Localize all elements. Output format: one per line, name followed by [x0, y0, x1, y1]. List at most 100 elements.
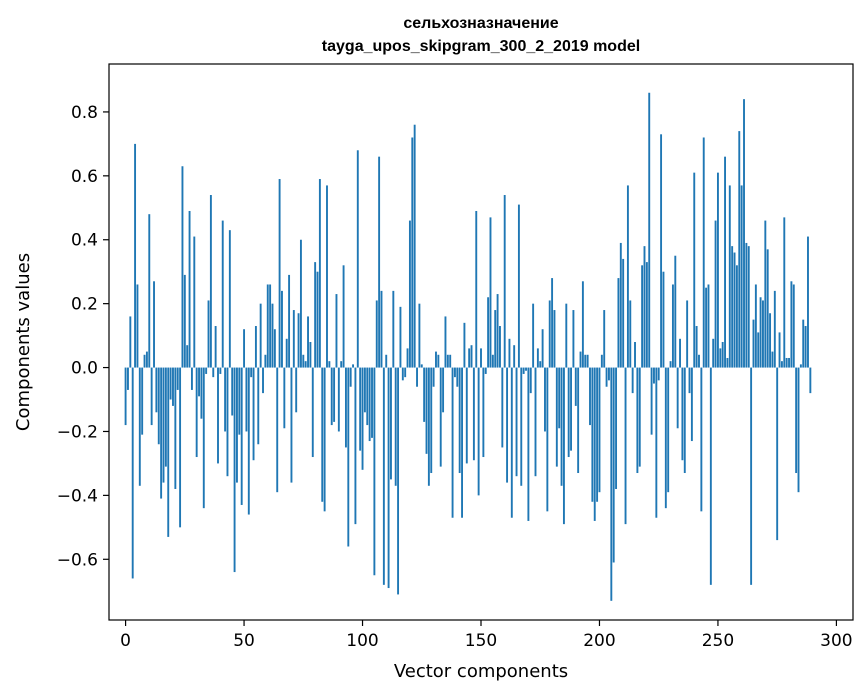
- bar: [316, 271, 319, 368]
- bar: [555, 367, 558, 467]
- bar: [553, 310, 556, 368]
- bar: [790, 281, 793, 368]
- bar: [124, 367, 127, 426]
- bar: [361, 367, 364, 470]
- bar: [795, 367, 798, 474]
- bar: [269, 284, 272, 368]
- bar: [515, 367, 518, 477]
- bar: [503, 195, 506, 368]
- bar: [610, 367, 613, 601]
- bar: [510, 367, 513, 518]
- bar: [477, 367, 480, 496]
- bar: [653, 367, 655, 384]
- bar: [297, 313, 300, 368]
- y-axis-label: Components values: [13, 253, 34, 431]
- bar: [764, 220, 767, 368]
- y-axis-ticks: −0.6 −0.4 −0.2 0.0 0.2 0.4 0.6 0.8: [57, 103, 109, 570]
- bar: [254, 326, 257, 368]
- bar: [792, 284, 795, 368]
- y-tick-label: 0.4: [71, 231, 98, 251]
- bar: [420, 364, 423, 368]
- bar: [600, 354, 603, 368]
- bar: [522, 367, 525, 374]
- bar: [449, 354, 452, 368]
- bar: [745, 242, 748, 368]
- bar: [698, 354, 700, 368]
- bar: [586, 354, 589, 368]
- chart-title: сельхозназначение: [403, 15, 558, 32]
- bar: [686, 300, 689, 368]
- bar: [371, 367, 373, 438]
- bar: [551, 278, 554, 368]
- bar: [423, 367, 426, 422]
- bar: [404, 367, 407, 378]
- bar: [496, 294, 499, 368]
- bar: [700, 367, 703, 512]
- bar: [605, 367, 608, 387]
- bar: [273, 329, 276, 368]
- bar: [226, 367, 229, 477]
- bar: [667, 367, 670, 493]
- bar: [134, 143, 137, 368]
- bar: [657, 367, 660, 381]
- bar: [634, 342, 636, 368]
- bar: [299, 239, 302, 368]
- bar: [326, 185, 328, 368]
- bar: [212, 367, 215, 378]
- x-tick-label: 150: [465, 631, 497, 651]
- bar: [513, 345, 516, 368]
- bar: [527, 367, 530, 521]
- bar: [127, 367, 129, 390]
- bar: [754, 284, 757, 368]
- bar: [593, 367, 596, 521]
- bar: [387, 367, 390, 589]
- bar: [624, 367, 627, 525]
- bar: [743, 99, 745, 368]
- bar: [735, 265, 738, 368]
- bar: [484, 367, 487, 374]
- bar: [266, 284, 269, 368]
- bar: [773, 290, 776, 368]
- bar: [250, 367, 253, 378]
- bar: [674, 255, 677, 368]
- bar: [771, 351, 774, 368]
- bar: [572, 310, 575, 368]
- bar: [669, 361, 672, 368]
- bar: [335, 294, 338, 368]
- bar: [352, 364, 354, 368]
- bar: [676, 367, 679, 429]
- x-tick-label: 100: [346, 631, 378, 651]
- bar: [221, 220, 224, 368]
- bar: [655, 367, 658, 518]
- x-tick-label: 200: [583, 631, 615, 651]
- bar: [690, 367, 693, 442]
- y-tick-label: 0.0: [71, 359, 98, 379]
- bar: [169, 367, 172, 400]
- bar: [141, 367, 144, 435]
- bar: [740, 185, 743, 368]
- bar: [179, 367, 182, 528]
- bar: [548, 300, 551, 368]
- bar: [198, 367, 200, 397]
- bar: [776, 367, 779, 541]
- bar: [520, 367, 523, 486]
- bar: [499, 326, 501, 368]
- bar: [193, 236, 196, 368]
- bar: [719, 348, 722, 368]
- y-tick-label: 0.8: [71, 103, 98, 123]
- bar: [728, 185, 731, 368]
- bar: [176, 367, 179, 390]
- bar: [648, 92, 651, 368]
- bar: [378, 156, 381, 368]
- bar: [709, 367, 712, 585]
- bar: [809, 367, 812, 394]
- bar: [150, 367, 153, 426]
- bar: [617, 278, 620, 368]
- bar: [209, 195, 212, 368]
- bar: [517, 204, 520, 368]
- bar: [356, 150, 359, 368]
- bar: [238, 367, 241, 435]
- bar: [797, 367, 800, 493]
- plot-frame: [108, 63, 854, 621]
- bar: [688, 367, 691, 394]
